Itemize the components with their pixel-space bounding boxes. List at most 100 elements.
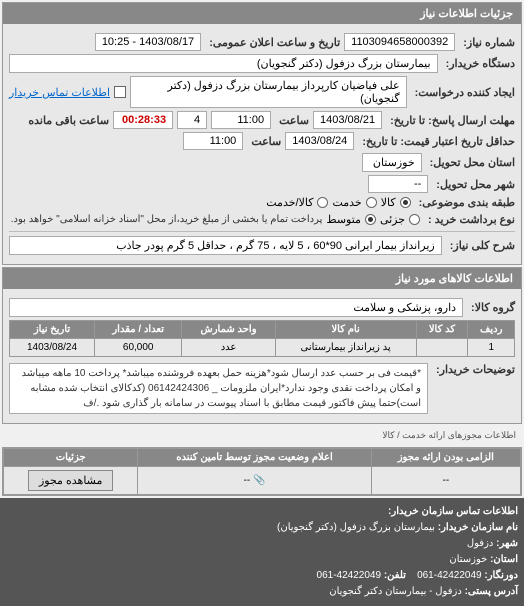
td-4: 60,000 bbox=[95, 339, 182, 357]
contact-checkbox[interactable] bbox=[114, 86, 126, 98]
permits-body: الزامی بودن ارائه مجوز اعلام وضعیت مجوز … bbox=[3, 448, 521, 495]
label-province: استان محل تحویل: bbox=[430, 156, 515, 169]
view-permit-button[interactable]: مشاهده مجوز bbox=[28, 470, 113, 491]
field-days: 4 bbox=[177, 111, 207, 129]
attach-icon[interactable]: 📎 bbox=[253, 475, 265, 486]
th-5: تاریخ نیاز bbox=[10, 321, 95, 339]
row-validity: حداقل تاریخ اعتبار قیمت: تا تاریخ: 1403/… bbox=[9, 132, 515, 150]
footer-province: خوزستان bbox=[449, 554, 487, 565]
row-deadline: مهلت ارسال پاسخ: تا تاریخ: 1403/08/21 سا… bbox=[9, 111, 515, 129]
field-notes: *قیمت فی بر حسب عدد ارسال شود*هزینه حمل … bbox=[9, 363, 428, 414]
table-row[interactable]: 1 پد زیرانداز بیمارستانی عدد 60,000 1403… bbox=[10, 339, 515, 357]
radio-both-label: کالا/خدمت bbox=[266, 196, 313, 209]
field-city: -- bbox=[368, 175, 428, 193]
label-datetime: تاریخ و ساعت اعلان عمومی: bbox=[209, 36, 340, 49]
permits-panel: الزامی بودن ارائه مجوز اعلام وضعیت مجوز … bbox=[2, 447, 522, 496]
label-category: طبقه بندی موضوعی: bbox=[419, 196, 515, 209]
row-category: طبقه بندی موضوعی: کالا خدمت کالا/خدمت bbox=[9, 196, 515, 209]
footer-city-row: شهر: دزفول bbox=[6, 536, 518, 552]
permits-header-row: الزامی بودن ارائه مجوز اعلام وضعیت مجوز … bbox=[4, 449, 521, 467]
footer-org-row: نام سازمان خریدار: بیمارستان بزرگ دزفول … bbox=[6, 520, 518, 536]
radio-mid[interactable] bbox=[365, 214, 376, 225]
pth-1: اعلام وضعیت مجوز توسط تامین کننده bbox=[138, 449, 371, 467]
label-group: گروه کالا: bbox=[471, 301, 515, 314]
label-paytype: نوع برداشت خرید : bbox=[428, 213, 515, 226]
footer-province-row: استان: خوزستان bbox=[6, 552, 518, 568]
footer-block: اطلاعات تماس سازمان خریدار: نام سازمان خ… bbox=[0, 498, 524, 606]
radio-low[interactable] bbox=[409, 214, 420, 225]
pth-2: جزئیات bbox=[4, 449, 138, 467]
goods-table: ردیف کد کالا نام کالا واحد شمارش تعداد /… bbox=[9, 320, 515, 357]
td-0: 1 bbox=[468, 339, 515, 357]
permits-title: اطلاعات مجوزهای ارائه خدمت / کالا bbox=[0, 426, 524, 445]
th-2: نام کالا bbox=[275, 321, 416, 339]
permits-table: الزامی بودن ارائه مجوز اعلام وضعیت مجوز … bbox=[3, 448, 521, 495]
row-title: شرح کلی نیاز: زیرانداز بیمار ایرانی 90*6… bbox=[9, 236, 515, 255]
ptd-2: مشاهده مجوز bbox=[4, 467, 138, 495]
td-1 bbox=[416, 339, 468, 357]
radio-goods[interactable] bbox=[400, 197, 411, 208]
table-header-row: ردیف کد کالا نام کالا واحد شمارش تعداد /… bbox=[10, 321, 515, 339]
goods-panel: اطلاعات کالاهای مورد نیاز گروه کالا: دار… bbox=[2, 267, 522, 424]
pay-note: پرداخت تمام یا بخشی از مبلغ خرید،از محل … bbox=[11, 212, 323, 227]
td-2: پد زیرانداز بیمارستانی bbox=[275, 339, 416, 357]
ptd-1-text: -- bbox=[244, 475, 251, 486]
separator bbox=[9, 231, 515, 232]
th-1: کد کالا bbox=[416, 321, 468, 339]
ptd-0: -- bbox=[371, 467, 520, 495]
footer-addr: دزفول - بیمارستان دکتر گنجویان bbox=[329, 586, 462, 597]
label-number: شماره نیاز: bbox=[463, 36, 515, 49]
footer-city-label: شهر: bbox=[496, 538, 518, 549]
label-deadline: مهلت ارسال پاسخ: تا تاریخ: bbox=[390, 114, 515, 127]
label-validity: حداقل تاریخ اعتبار قیمت: تا تاریخ: bbox=[362, 135, 515, 148]
footer-city: دزفول bbox=[467, 538, 494, 549]
th-3: واحد شمارش bbox=[182, 321, 275, 339]
footer-fax-row: دورنگار: 42422049-061 تلفن: 42422049-061 bbox=[6, 568, 518, 584]
row-notes: توضیحات خریدار: *قیمت فی بر حسب عدد ارسا… bbox=[9, 363, 515, 414]
field-validity-time: 11:00 bbox=[183, 132, 243, 150]
goods-body: گروه کالا: دارو، پزشکی و سلامت ردیف کد ک… bbox=[3, 289, 521, 423]
label-creator: ایجاد کننده درخواست: bbox=[415, 86, 515, 99]
label-remain: ساعت باقی مانده bbox=[28, 114, 109, 127]
th-4: تعداد / مقدار bbox=[95, 321, 182, 339]
radio-goods-label: کالا bbox=[381, 196, 396, 209]
contact-link[interactable]: اطلاعات تماس خریدار bbox=[9, 86, 110, 99]
row-buyer: دستگاه خریدار: بیمارستان بزرگ دزفول (دکت… bbox=[9, 54, 515, 73]
ptd-1: 📎 -- bbox=[138, 467, 371, 495]
field-deadline-time: 11:00 bbox=[211, 111, 271, 129]
details-panel: جزئیات اطلاعات نیاز شماره نیاز: 11030946… bbox=[2, 2, 522, 265]
field-province: خوزستان bbox=[362, 153, 422, 172]
footer-header: اطلاعات تماس سازمان خریدار: bbox=[6, 504, 518, 520]
label-city: شهر محل تحویل: bbox=[436, 178, 515, 191]
field-title: زیرانداز بیمار ایرانی 90*60 ، 5 لایه ، 7… bbox=[9, 236, 442, 255]
td-3: عدد bbox=[182, 339, 275, 357]
row-paytype: نوع برداشت خرید : جزئی متوسط پرداخت تمام… bbox=[9, 212, 515, 227]
label-time2: ساعت bbox=[251, 135, 281, 148]
label-notes: توضیحات خریدار: bbox=[436, 363, 515, 376]
row-city: شهر محل تحویل: -- bbox=[9, 175, 515, 193]
field-validity-date: 1403/08/24 bbox=[285, 132, 354, 150]
radio-mid-label: متوسط bbox=[326, 213, 361, 226]
label-time1: ساعت bbox=[279, 114, 309, 127]
panel-title: جزئیات اطلاعات نیاز bbox=[3, 3, 521, 24]
row-number: شماره نیاز: 1103094658000392 تاریخ و ساع… bbox=[9, 33, 515, 51]
permits-row: -- 📎 -- مشاهده مجوز bbox=[4, 467, 521, 495]
radio-low-label: جزئی bbox=[380, 213, 405, 226]
field-deadline-date: 1403/08/21 bbox=[313, 111, 382, 129]
footer-org-label: نام سازمان خریدار: bbox=[438, 522, 518, 533]
field-datetime: 1403/08/17 - 10:25 bbox=[95, 33, 201, 51]
field-number: 1103094658000392 bbox=[344, 33, 455, 51]
field-creator: علی فیاضیان کارپرداز بیمارستان بزرگ دزفو… bbox=[130, 76, 407, 108]
radio-service-label: خدمت bbox=[332, 196, 361, 209]
footer-province-label: استان: bbox=[490, 554, 518, 565]
field-group: دارو، پزشکی و سلامت bbox=[9, 298, 463, 317]
th-0: ردیف bbox=[468, 321, 515, 339]
radio-both[interactable] bbox=[317, 197, 328, 208]
pth-0: الزامی بودن ارائه مجوز bbox=[371, 449, 520, 467]
footer-addr-row: آدرس پستی: دزفول - بیمارستان دکتر گنجویا… bbox=[6, 584, 518, 600]
field-buyer: بیمارستان بزرگ دزفول (دکتر گنجویان) bbox=[9, 54, 438, 73]
row-province: استان محل تحویل: خوزستان bbox=[9, 153, 515, 172]
radio-service[interactable] bbox=[366, 197, 377, 208]
footer-org: بیمارستان بزرگ دزفول (دکتر گنجویان) bbox=[277, 522, 435, 533]
label-title: شرح کلی نیاز: bbox=[450, 239, 515, 252]
